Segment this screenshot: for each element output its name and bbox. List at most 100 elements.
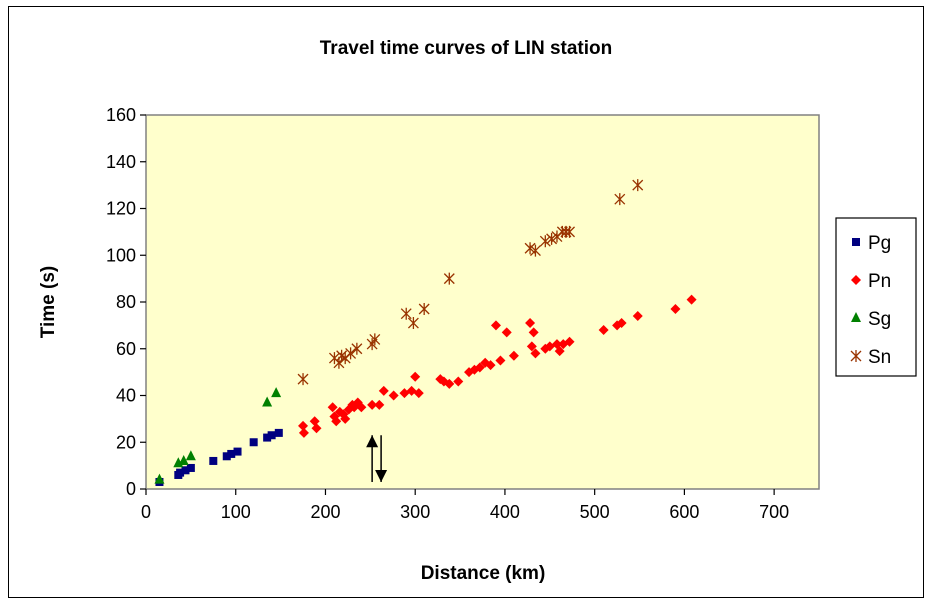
y-axis: 0 20 40 60 80 100 120 140 160	[106, 105, 146, 499]
data-point-pg	[267, 431, 276, 440]
data-point-pn	[327, 402, 338, 413]
data-point-pg	[233, 447, 242, 456]
x-tick-label: 400	[490, 502, 520, 522]
data-point-pn	[453, 376, 464, 387]
y-tick-label: 160	[106, 105, 136, 125]
data-point-pn	[311, 423, 322, 434]
data-point-sn	[351, 342, 363, 355]
annotations	[366, 435, 388, 482]
data-point-sn	[400, 307, 412, 320]
data-point-pn	[598, 325, 609, 336]
y-tick-label: 120	[106, 199, 136, 219]
data-point-sn	[539, 235, 551, 248]
data-point-sg	[178, 454, 189, 465]
data-point-pg	[263, 433, 272, 442]
y-tick-label: 40	[116, 386, 136, 406]
data-point-pn	[378, 385, 389, 396]
x-tick-label: 0	[141, 502, 151, 522]
data-point-pg	[274, 428, 283, 437]
data-point-pn	[474, 362, 485, 373]
data-point-sn	[524, 242, 536, 255]
x-tick-label: 500	[580, 502, 610, 522]
data-point-pg	[227, 449, 236, 458]
data-point-pg	[209, 456, 218, 465]
data-point-pn	[356, 402, 367, 413]
data-point-sn	[529, 244, 541, 257]
data-point-pn	[508, 350, 519, 361]
plot-area	[145, 114, 820, 490]
legend-marker-pg	[852, 238, 860, 246]
x-axis-label: Distance (km)	[421, 563, 546, 584]
y-tick-label: 80	[116, 292, 136, 312]
data-point-pn	[501, 327, 512, 338]
data-point-pn	[388, 390, 399, 401]
data-point-pn	[525, 318, 536, 329]
legend-box	[835, 217, 917, 377]
data-point-sn	[564, 225, 576, 238]
y-tick-label: 20	[116, 432, 136, 452]
data-point-pg	[181, 466, 190, 475]
y-tick-label: 100	[106, 245, 136, 265]
data-point-pg	[249, 438, 258, 447]
data-point-sn	[546, 232, 558, 245]
data-point-pn	[331, 416, 342, 427]
data-points	[154, 179, 697, 486]
y-tick-label: 0	[126, 479, 136, 499]
data-point-pn	[374, 399, 385, 410]
data-point-pn	[564, 336, 575, 347]
data-point-sn	[443, 272, 455, 285]
data-point-pn	[485, 360, 496, 371]
data-point-sn	[297, 373, 309, 386]
data-point-pn	[340, 413, 351, 424]
legend-label-pg: Pg	[868, 233, 891, 254]
data-point-pg	[176, 468, 185, 477]
data-point-pn	[298, 420, 309, 431]
data-point-sg	[271, 387, 282, 398]
data-point-pg	[222, 452, 231, 461]
data-point-pg	[186, 463, 195, 472]
data-point-sg	[185, 450, 196, 461]
data-point-sg	[154, 473, 165, 484]
data-point-pn	[410, 371, 421, 382]
x-axis: 0 100 200 300 400 500 600 700	[141, 489, 789, 522]
legend: Pg Pn Sg Sn	[835, 217, 917, 377]
data-point-pn	[616, 318, 627, 329]
y-axis-label: Time (s)	[38, 266, 59, 339]
x-tick-label: 600	[669, 502, 699, 522]
series-pn	[298, 294, 697, 438]
legend-label-sn: Sn	[868, 347, 891, 368]
series-sn	[297, 179, 644, 386]
data-point-pn	[413, 388, 424, 399]
y-tick-label: 60	[116, 339, 136, 359]
data-point-sn	[407, 317, 419, 330]
data-point-pn	[530, 348, 541, 359]
data-point-pn	[495, 355, 506, 366]
data-point-pn	[526, 341, 537, 352]
x-tick-label: 200	[310, 502, 340, 522]
chart-title: Travel time curves of LIN station	[320, 38, 612, 59]
data-point-pn	[554, 346, 565, 357]
data-point-sn	[614, 193, 626, 206]
legend-label-pn: Pn	[868, 271, 891, 292]
data-point-pn	[367, 399, 378, 410]
data-point-pn	[444, 378, 455, 389]
x-tick-label: 300	[400, 502, 430, 522]
data-point-pn	[298, 427, 309, 438]
data-point-sn	[345, 347, 357, 360]
data-point-pn	[528, 327, 539, 338]
data-point-pn	[490, 320, 501, 331]
data-point-pn	[632, 311, 643, 322]
series-sg	[154, 387, 282, 484]
arrow-down-head	[375, 469, 388, 482]
legend-marker-pn	[851, 275, 861, 285]
y-tick-label: 140	[106, 152, 136, 172]
x-tick-label: 700	[759, 502, 789, 522]
data-point-pn	[309, 416, 320, 427]
legend-marker-sn	[850, 350, 862, 362]
data-point-sn	[632, 179, 644, 192]
data-point-pn	[686, 294, 697, 305]
arrow-up-head	[366, 435, 379, 448]
data-point-sn	[418, 303, 430, 316]
legend-label-sg: Sg	[868, 309, 891, 330]
